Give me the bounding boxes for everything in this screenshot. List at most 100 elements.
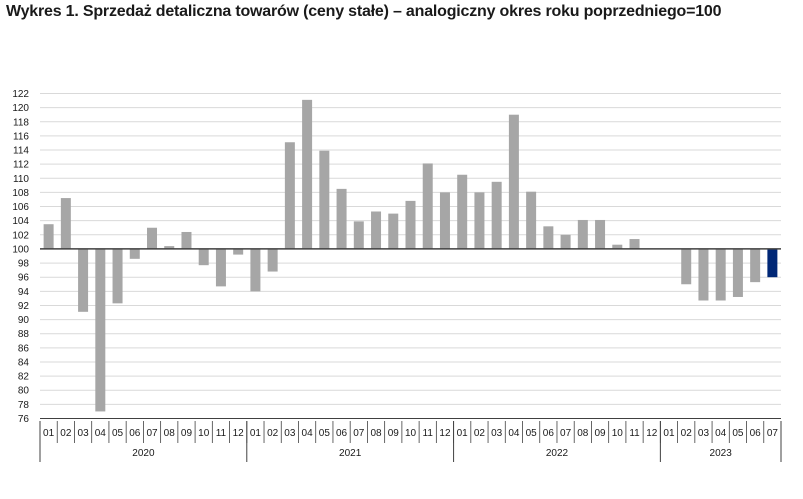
bar bbox=[491, 181, 502, 249]
x-tick-label: 11 bbox=[629, 428, 640, 439]
x-tick-label: 05 bbox=[112, 428, 124, 439]
x-tick-label: 04 bbox=[715, 428, 727, 439]
x-tick-label: 07 bbox=[767, 428, 779, 439]
bar bbox=[750, 248, 761, 283]
x-tick-label: 11 bbox=[423, 428, 434, 439]
y-tick-label: 82 bbox=[18, 372, 30, 383]
bar bbox=[560, 234, 571, 249]
x-tick-label: 12 bbox=[233, 428, 245, 439]
bar bbox=[629, 239, 640, 249]
bar bbox=[78, 248, 89, 312]
x-tick-label: 06 bbox=[336, 428, 348, 439]
bar bbox=[267, 248, 278, 272]
x-tick-label: 02 bbox=[681, 428, 693, 439]
y-tick-label: 88 bbox=[18, 329, 30, 340]
bar bbox=[353, 221, 364, 249]
y-tick-label: 114 bbox=[13, 146, 29, 157]
x-tick-label: 09 bbox=[594, 428, 606, 439]
x-tick-label: 05 bbox=[732, 428, 744, 439]
x-tick-label: 03 bbox=[284, 428, 296, 439]
x-tick-label: 03 bbox=[78, 428, 90, 439]
x-tick-label: 10 bbox=[198, 428, 210, 439]
y-tick-label: 104 bbox=[12, 216, 29, 227]
y-tick-label: 80 bbox=[18, 386, 30, 397]
x-tick-label: 06 bbox=[129, 428, 141, 439]
x-tick-label: 07 bbox=[353, 428, 365, 439]
bar bbox=[681, 248, 692, 285]
chart-title: Wykres 1. Sprzedaż detaliczna towarów (c… bbox=[6, 3, 722, 20]
year-label: 2022 bbox=[546, 448, 569, 459]
bar bbox=[43, 224, 54, 249]
x-tick-label: 09 bbox=[181, 428, 193, 439]
bar bbox=[715, 248, 726, 301]
bar bbox=[181, 231, 192, 249]
x-tick-label: 12 bbox=[439, 428, 451, 439]
bar bbox=[698, 248, 709, 301]
x-tick-label: 01 bbox=[663, 428, 675, 439]
bar bbox=[215, 248, 226, 287]
x-tick-label: 08 bbox=[370, 428, 382, 439]
y-tick-label: 96 bbox=[18, 273, 30, 284]
x-tick-label: 06 bbox=[750, 428, 762, 439]
x-tick-label: 10 bbox=[612, 428, 624, 439]
bar bbox=[439, 192, 450, 249]
x-tick-label: 02 bbox=[474, 428, 486, 439]
bar bbox=[129, 248, 140, 259]
bar bbox=[474, 192, 485, 249]
y-tick-label: 76 bbox=[18, 414, 30, 425]
y-tick-label: 78 bbox=[18, 400, 30, 411]
bar bbox=[508, 114, 519, 249]
bar bbox=[164, 246, 175, 249]
x-tick-label: 08 bbox=[164, 428, 176, 439]
y-tick-label: 118 bbox=[13, 117, 29, 128]
bar bbox=[233, 248, 244, 255]
x-tick-label: 04 bbox=[508, 428, 520, 439]
y-tick-label: 112 bbox=[13, 160, 29, 171]
y-tick-label: 92 bbox=[18, 301, 30, 312]
x-tick-label: 11 bbox=[216, 428, 227, 439]
x-tick-label: 02 bbox=[267, 428, 279, 439]
bar bbox=[526, 191, 537, 249]
bar bbox=[284, 142, 295, 249]
bar bbox=[112, 248, 123, 304]
y-tick-label: 110 bbox=[13, 174, 29, 185]
y-tick-label: 98 bbox=[18, 259, 30, 270]
x-tick-label: 01 bbox=[457, 428, 469, 439]
y-tick-label: 90 bbox=[18, 315, 30, 326]
y-tick-label: 84 bbox=[18, 357, 30, 368]
bar bbox=[577, 219, 588, 249]
bar bbox=[371, 211, 382, 249]
x-tick-label: 03 bbox=[491, 428, 503, 439]
x-tick-label: 05 bbox=[319, 428, 331, 439]
bar bbox=[95, 248, 106, 412]
x-tick-label: 05 bbox=[526, 428, 538, 439]
y-tick-label: 102 bbox=[12, 230, 29, 241]
x-tick-label: 10 bbox=[405, 428, 417, 439]
bar bbox=[422, 163, 433, 249]
year-label: 2023 bbox=[710, 448, 733, 459]
x-tick-label: 08 bbox=[577, 428, 589, 439]
x-tick-label: 09 bbox=[388, 428, 400, 439]
x-tick-label: 04 bbox=[302, 428, 314, 439]
x-tick-label: 07 bbox=[146, 428, 158, 439]
y-tick-label: 86 bbox=[18, 343, 30, 354]
x-tick-label: 03 bbox=[698, 428, 710, 439]
x-tick-label: 07 bbox=[560, 428, 572, 439]
y-tick-label: 120 bbox=[12, 103, 29, 114]
y-tick-label: 106 bbox=[12, 202, 29, 213]
year-label: 2020 bbox=[132, 448, 155, 459]
bar bbox=[457, 174, 468, 249]
bar bbox=[767, 248, 778, 278]
bar bbox=[302, 99, 313, 249]
bar bbox=[198, 248, 209, 266]
x-tick-label: 01 bbox=[250, 428, 262, 439]
bar bbox=[319, 150, 330, 249]
y-tick-label: 116 bbox=[13, 131, 29, 142]
bar bbox=[732, 248, 743, 297]
year-label: 2021 bbox=[339, 448, 362, 459]
bar bbox=[60, 198, 71, 249]
y-tick-label: 108 bbox=[12, 188, 29, 199]
x-tick-label: 12 bbox=[646, 428, 658, 439]
bar bbox=[147, 227, 158, 249]
